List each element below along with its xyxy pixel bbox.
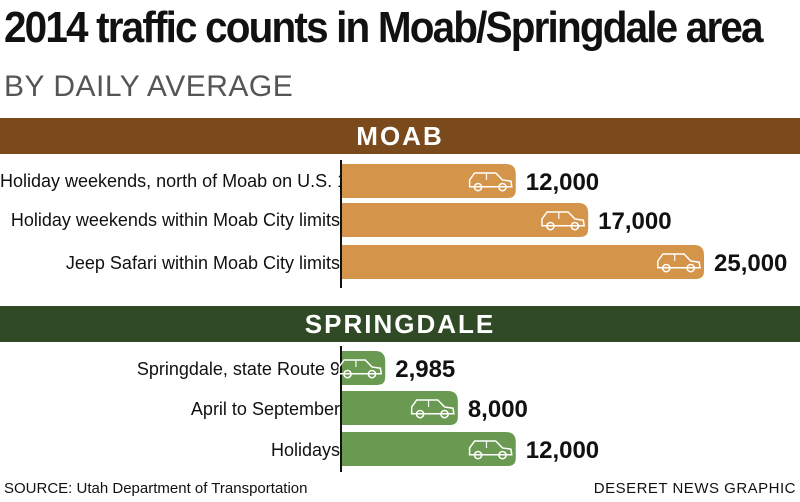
car-body-icon <box>468 172 513 188</box>
springdale-bar-group-1: 2,985 <box>338 351 455 385</box>
car-wheel-icon <box>473 182 483 192</box>
moab-bar-group-3: 25,000 <box>342 245 787 279</box>
springdale-value-label-2: 8,000 <box>468 396 528 423</box>
moab-bar-group-2: 17,000 <box>342 203 672 237</box>
page-subtitle: BY DAILY AVERAGE <box>4 70 294 103</box>
car-wheel-icon <box>686 263 696 273</box>
springdale-axis-line <box>340 346 342 472</box>
springdale-bar-group-3: 12,000 <box>342 432 599 466</box>
car-wheel-icon <box>343 369 352 379</box>
springdale-bar-2 <box>342 391 458 425</box>
car-wheel-icon <box>498 182 507 192</box>
car-wheel-icon <box>367 369 377 379</box>
moab-value-label-2: 17,000 <box>598 208 671 235</box>
moab-value-label-3: 25,000 <box>714 250 787 277</box>
car-wheel-icon <box>570 221 580 231</box>
car-wheel-icon <box>498 450 507 460</box>
moab-section-header: MOAB <box>0 118 800 154</box>
springdale-category-label-2: April to September <box>190 399 340 419</box>
moab-category-label-2: Holiday weekends within Moab City limits <box>10 210 340 230</box>
car-wheel-icon <box>546 221 555 231</box>
springdale-bar-group-2: 8,000 <box>342 391 528 425</box>
springdale-value-label-1: 2,985 <box>395 356 455 383</box>
moab-category-label-3: Jeep Safari within Moab City limits <box>65 253 340 273</box>
moab-bar-group-1: 12,000 <box>342 164 599 198</box>
moab-category-label-1: Holiday weekends, north of Moab on U.S. … <box>0 171 368 191</box>
springdale-section-header: SPRINGDALE <box>0 306 800 342</box>
springdale-category-label-3: Holidays <box>270 440 340 460</box>
moab-value-label-1: 12,000 <box>526 169 599 196</box>
car-wheel-icon <box>440 409 449 419</box>
car-body-icon <box>657 253 701 269</box>
car-body-icon <box>541 211 586 227</box>
moab-bar-1 <box>342 164 516 198</box>
source-note: SOURCE: Utah Department of Transportatio… <box>4 480 308 497</box>
moab-bar-2 <box>342 203 589 237</box>
car-body-icon <box>410 399 455 415</box>
moab-bar-3 <box>342 245 704 279</box>
car-wheel-icon <box>415 409 425 419</box>
car-wheel-icon <box>661 263 671 273</box>
springdale-bar-3 <box>342 432 516 466</box>
car-wheel-icon <box>473 450 483 460</box>
moab-axis-line <box>340 160 342 288</box>
page-title: 2014 traffic counts in Moab/Springdale a… <box>4 3 764 52</box>
springdale-category-label-1: Springdale, state Route 9 <box>136 359 340 379</box>
car-body-icon <box>468 440 513 456</box>
springdale-value-label-3: 12,000 <box>526 437 599 464</box>
car-body-icon <box>338 359 383 375</box>
credit-note: DESERET NEWS GRAPHIC <box>593 480 796 497</box>
